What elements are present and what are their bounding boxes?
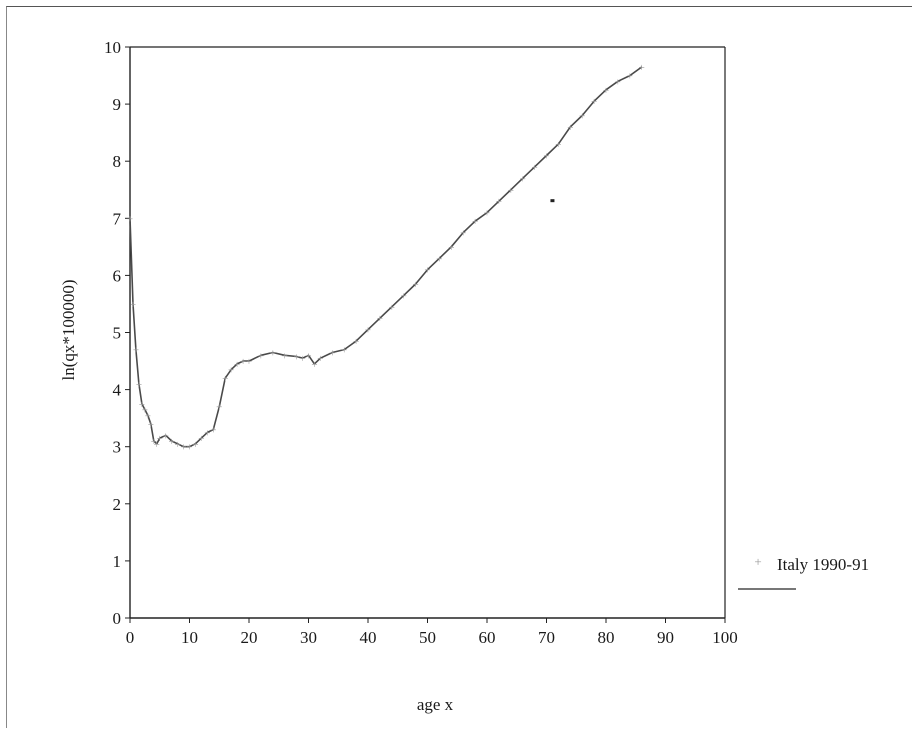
data-point-marker: + [448,242,454,254]
x-tick-label: 60 [479,628,496,647]
y-tick-label: 9 [113,95,122,114]
y-tick-label: 1 [113,552,122,571]
data-point-marker: + [130,299,136,311]
y-axis-label: ln(qx*100000) [59,279,78,380]
data-point-marker: + [174,439,180,451]
y-tick-label: 4 [113,381,122,400]
y-axis-ticks: 0 1 2 3 4 5 6 7 8 9 10 [104,38,130,628]
data-point-marker: + [228,365,234,377]
data-point-marker: + [204,427,210,439]
data-point-marker: + [436,253,442,265]
data-point-marker: + [555,139,561,151]
data-point-marker: + [639,62,645,74]
x-axis-ticks: 0 10 20 30 40 50 60 70 80 90 100 [126,618,738,647]
data-point-marker: + [520,173,526,185]
x-tick-label: 100 [712,628,738,647]
data-point-marker: + [299,353,305,365]
data-point-marker: + [139,399,145,411]
y-tick-label: 3 [113,438,122,457]
data-point-marker: + [293,351,299,363]
data-point-marker: + [353,336,359,348]
legend: + Italy 1990-91 [738,554,869,590]
x-tick-label: 50 [419,628,436,647]
data-point-marker: + [169,436,175,448]
x-tick-label: 0 [126,628,135,647]
data-point-marker: + [567,122,573,134]
data-point-marker: + [317,353,323,365]
data-point-marker: + [136,379,142,391]
data-point-marker: + [460,228,466,240]
x-tick-label: 20 [241,628,258,647]
data-point-marker: + [234,359,240,371]
data-point-marker: + [192,439,198,451]
data-point-marker: + [154,439,160,451]
y-tick-label: 5 [113,324,122,343]
data-point-marker: + [127,213,133,225]
x-axis-label: age x [417,695,454,714]
x-tick-label: 90 [657,628,674,647]
data-point-marker: + [543,150,549,162]
data-point-marker: + [270,347,276,359]
x-tick-label: 80 [598,628,615,647]
axes [129,46,726,619]
series-line [129,66,643,448]
data-point-marker: + [401,290,407,302]
data-point-marker: + [210,425,216,437]
data-point-marker: + [603,85,609,97]
y-tick-label: 8 [113,152,122,171]
series-layer: +++++++++++ + + + + + + + + ++++ + + + + + + + + ++ + + +++++… [127,62,645,454]
data-point-marker: + [329,347,335,359]
legend-label: Italy 1990-91 [777,555,869,574]
y-tick-label: 7 [113,209,122,228]
data-point-marker: + [424,265,430,277]
x-tick-label: 70 [538,628,555,647]
data-point-marker: + [579,111,585,123]
data-point-marker: + [198,433,204,445]
legend-marker-icon: + [754,554,761,569]
data-point-marker: + [591,96,597,108]
data-point-marker: + [496,196,502,208]
data-point-marker: + [186,442,192,454]
data-point-marker: + [389,302,395,314]
x-tick-label: 30 [300,628,317,647]
data-point-marker: + [282,350,288,362]
data-point-marker: + [145,410,151,422]
data-point-marker: + [305,350,311,362]
data-point-marker: + [377,313,383,325]
y-tick-label: 6 [113,266,122,285]
data-point-marker: + [365,325,371,337]
data-point-marker: + [222,373,228,385]
y-tick-label: 10 [104,38,121,57]
data-point-marker: + [311,359,317,371]
x-tick-label: 40 [360,628,377,647]
data-point-marker: + [246,356,252,368]
data-point-marker: + [133,345,139,357]
data-point-marker: + [151,436,157,448]
data-point-marker: + [484,208,490,220]
y-tick-label: 0 [113,609,122,628]
data-point-marker: + [627,71,633,83]
y-tick-label: 2 [113,495,122,514]
data-point-marker: + [240,356,246,368]
data-point-marker: + [142,405,148,417]
data-point-marker: + [180,442,186,454]
data-point-marker: + [216,402,222,414]
annotation-mark [550,199,555,203]
data-point-marker: + [615,76,621,88]
data-point-marker: + [258,350,264,362]
data-point-marker: + [148,419,154,431]
x-tick-label: 10 [181,628,198,647]
data-point-marker: + [508,185,514,197]
data-point-marker: + [472,216,478,228]
data-point-marker: + [531,162,537,174]
data-point-marker: + [157,433,163,445]
data-point-marker: + [412,279,418,291]
data-point-marker: + [341,345,347,357]
data-point-marker: + [163,430,169,442]
chart-frame [6,6,912,728]
